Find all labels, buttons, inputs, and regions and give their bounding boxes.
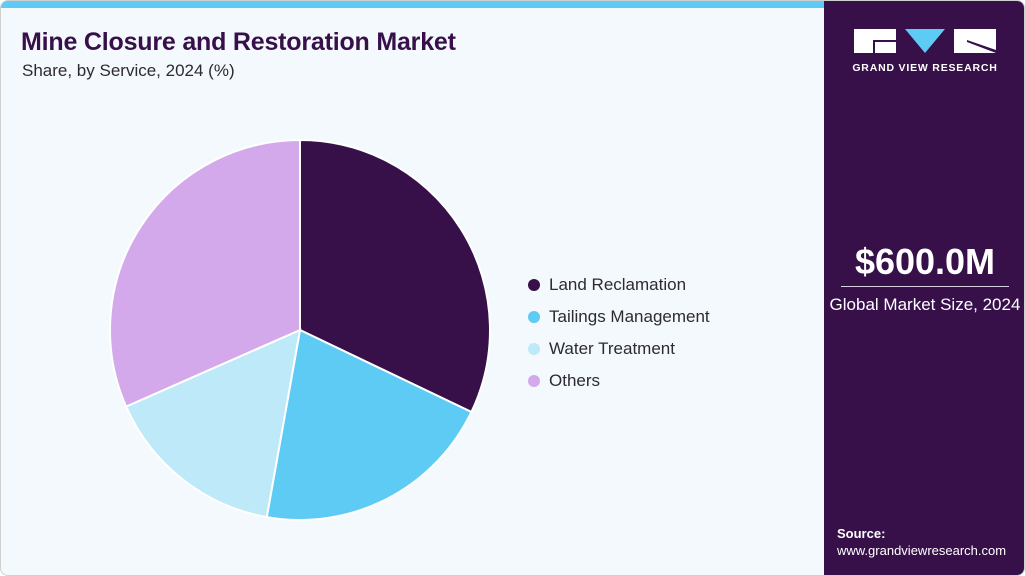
legend-dot-icon (528, 375, 540, 387)
legend-item: Others (528, 365, 710, 397)
legend-label: Others (549, 371, 601, 390)
legend-label: Land Reclamation (549, 275, 687, 294)
gvr-logo-icon (854, 29, 996, 53)
chart-legend: Land Reclamation Tailings Management Water… (528, 269, 710, 397)
pie-slice-tailings-management (265, 328, 473, 521)
legend-item: Land Reclamation (528, 269, 710, 301)
source-link[interactable]: www.grandviewresearch.com (837, 543, 1007, 558)
pie-slice-land-reclamation (299, 138, 491, 414)
legend-dot-icon (528, 343, 540, 355)
info-sidebar: GRAND VIEW RESEARCH $600.0M Global Marke… (824, 1, 1024, 575)
brand-name: GRAND VIEW RESEARCH (852, 62, 998, 74)
divider (841, 286, 1009, 287)
legend-label: Water Treatment (549, 339, 675, 358)
market-size-value: $600.0M (854, 241, 996, 282)
legend-item: Tailings Management (528, 301, 710, 333)
accent-bar (1, 1, 824, 8)
legend-dot-icon (528, 311, 540, 323)
legend-dot-icon (528, 279, 540, 291)
legend-label: Tailings Management (549, 307, 710, 326)
pie-slice-water-treatment (124, 328, 302, 519)
legend-item: Water Treatment (528, 333, 710, 365)
source-label: Source: (837, 526, 886, 541)
chart-title: Mine Closure and Restoration Market (21, 28, 456, 56)
chart-subtitle: Share, by Service, 2024 (%) (22, 61, 235, 80)
market-size-label: Global Market Size, 2024 (829, 295, 1021, 314)
pie-chart (109, 138, 491, 521)
pie-slice-others (109, 138, 301, 408)
